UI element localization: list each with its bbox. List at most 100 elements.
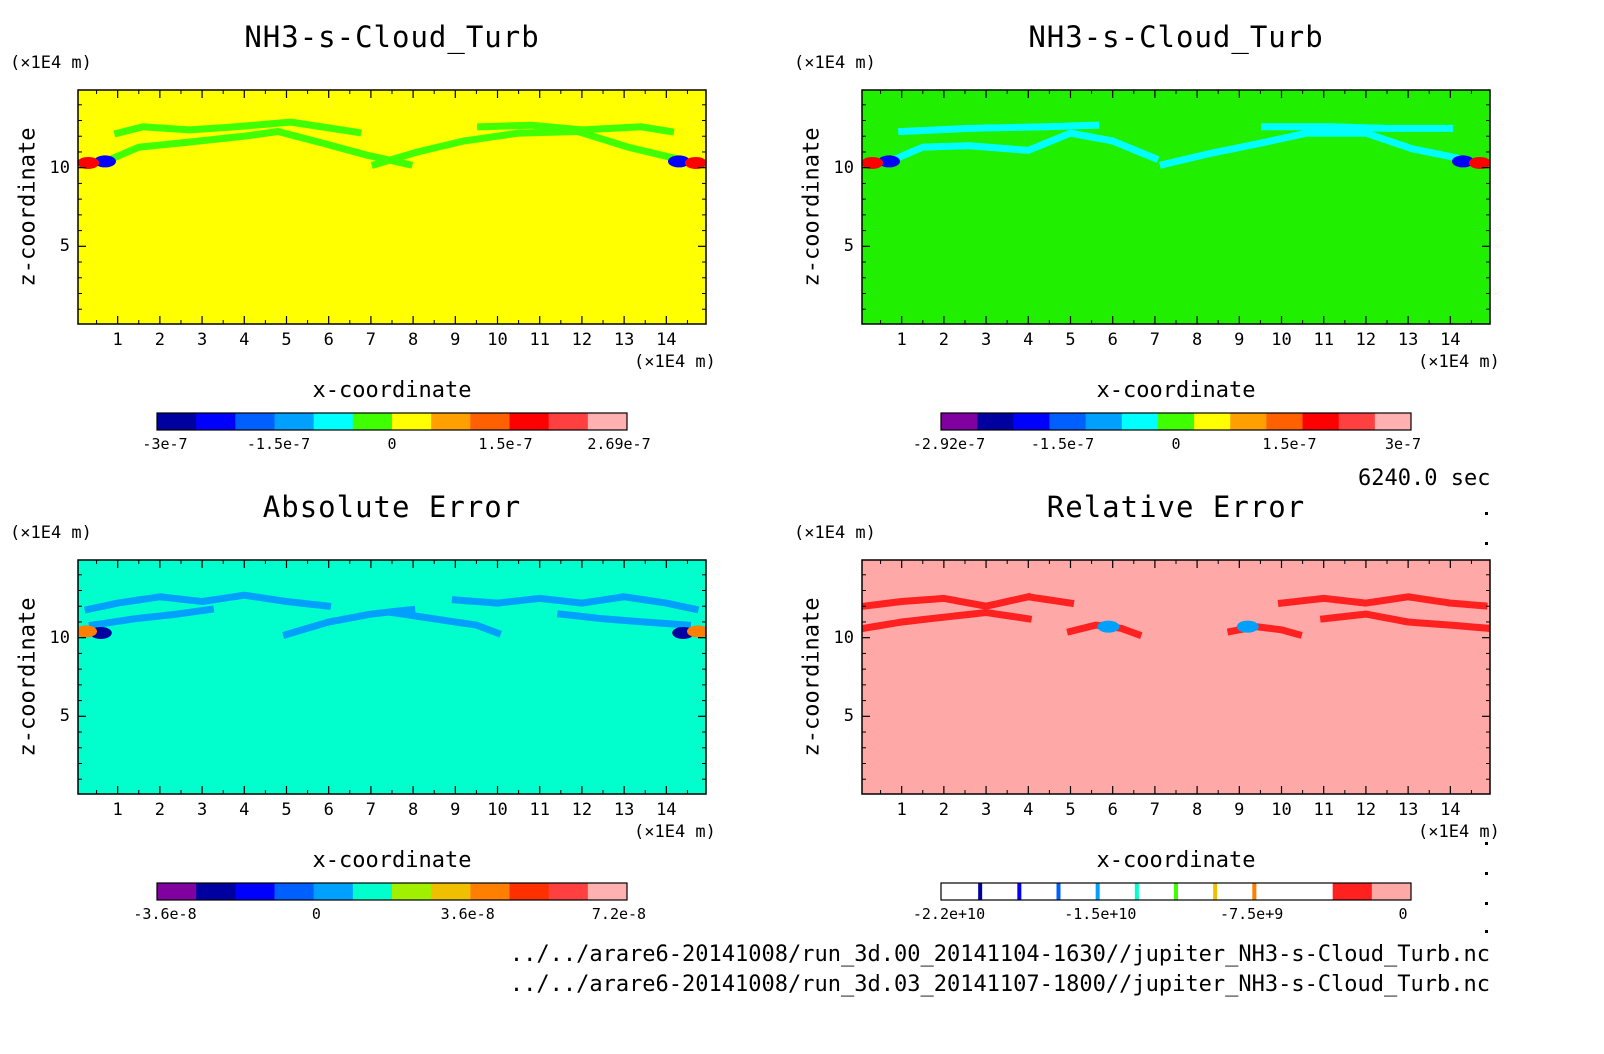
- colorbar-segment: [470, 413, 510, 430]
- x-tick-label: 6: [323, 330, 334, 350]
- colorbar-tick-label: 0: [387, 435, 397, 453]
- colorbar-tick-label: -1.5e-7: [1030, 435, 1095, 453]
- contour-band: [83, 591, 333, 614]
- colorbar-segment: [548, 413, 589, 430]
- margin-dot: [1485, 872, 1488, 875]
- y-tick-label: 5: [843, 706, 854, 727]
- colorbar-segment: [196, 413, 236, 430]
- colorbar-tick-label: -1.5e-7: [246, 435, 311, 453]
- colorbar-segment: [509, 413, 550, 430]
- heatmap-features: [78, 118, 706, 169]
- x-axis-label: x-coordinate: [312, 848, 472, 873]
- contour-band: [556, 610, 692, 629]
- x-tick-label: 13: [1397, 330, 1419, 350]
- time-label: 6240.0 sec: [1358, 466, 1491, 491]
- colorbar-segment: [235, 413, 275, 430]
- x-tick-label: 9: [1234, 800, 1245, 820]
- colorbar-segment: [431, 413, 471, 430]
- contour-band: [451, 593, 701, 614]
- x-tick-label: 7: [365, 800, 377, 820]
- colorbar-segment: [1013, 413, 1050, 430]
- x-tick-label: 12: [1355, 800, 1377, 820]
- contour-band: [888, 129, 1160, 165]
- x-tick-label: 6: [323, 800, 334, 820]
- colorbar-segment: [1293, 883, 1334, 900]
- colorbar-tick-label: -2.2e+10: [912, 905, 986, 923]
- x-tick-label: 9: [1234, 330, 1245, 350]
- contour-blob: [667, 155, 690, 168]
- colorbar-segment: [1371, 883, 1412, 900]
- x-tick-label: 8: [407, 330, 419, 350]
- contour-blob: [1468, 156, 1490, 169]
- contour-blob: [1236, 620, 1259, 633]
- y-tick-label: 10: [49, 627, 70, 648]
- y-axis-unit: (×1E4 m): [10, 523, 92, 543]
- x-tick-label: 9: [450, 800, 461, 820]
- x-tick-label: 8: [1191, 330, 1203, 350]
- x-tick-label: 13: [1397, 800, 1419, 820]
- colorbar-divider: [1134, 883, 1139, 900]
- colorbar-frame: [156, 412, 628, 431]
- colorbar-divider: [1056, 883, 1061, 900]
- colorbar-segment: [1338, 413, 1376, 430]
- colorbar-tick-label: -3.6e-8: [133, 905, 197, 923]
- contour-blob: [78, 156, 100, 169]
- colorbar-tick-label: 7.2e-8: [591, 905, 647, 923]
- x-tick-label: 4: [239, 800, 250, 820]
- colorbar-tick-label: -1.5e+10: [1064, 905, 1137, 923]
- colorbar-segment: [274, 413, 315, 430]
- x-tick-label: 12: [571, 800, 593, 820]
- x-axis-unit: (×1E4 m): [1418, 822, 1500, 842]
- chart-title: NH3-s-Cloud_Turb: [244, 20, 540, 54]
- x-tick-label: 4: [239, 330, 250, 350]
- x-tick-label: 13: [613, 800, 635, 820]
- contour-band: [113, 118, 367, 138]
- contour-band: [388, 608, 503, 638]
- x-tick-label: 7: [365, 330, 377, 350]
- contour-band: [862, 609, 1033, 633]
- file-path-2: ../../arare6-20141008/run_3d.03_20141107…: [509, 972, 1490, 997]
- x-tick-label: 10: [1271, 800, 1292, 820]
- colorbar-segment: [1230, 413, 1267, 430]
- file-path-1: ../../arare6-20141008/run_3d.00_20141104…: [509, 942, 1490, 967]
- colorbar-segment: [977, 413, 1014, 430]
- x-tick-label: 14: [1440, 330, 1461, 350]
- colorbar-tick-label: 0: [1171, 435, 1181, 453]
- colorbar-segment: [352, 413, 393, 430]
- colorbar-segment: [1302, 413, 1340, 430]
- x-tick-label: 1: [112, 800, 123, 820]
- contour-blob: [686, 625, 706, 638]
- x-tick-label: 12: [1355, 330, 1377, 350]
- colorbar-segment: [157, 413, 197, 430]
- contour-band: [1277, 593, 1490, 610]
- x-tick-label: 5: [281, 330, 292, 350]
- contour-band: [862, 593, 1075, 610]
- contour-band: [370, 128, 680, 169]
- heatmap-features: [862, 121, 1490, 169]
- heatmap-features: [862, 593, 1490, 639]
- contour-blob: [78, 625, 98, 638]
- colorbar-segment: [587, 413, 628, 430]
- x-tick-label: 3: [980, 330, 992, 350]
- colorbar-tick-label: -7.5e+9: [1220, 905, 1284, 923]
- y-tick-label: 10: [49, 157, 70, 178]
- x-axis-label: x-coordinate: [1096, 378, 1256, 403]
- heatmap-svg: [77, 89, 707, 431]
- colorbar-tick-label: 0: [311, 905, 321, 923]
- x-axis-label: x-coordinate: [1096, 848, 1256, 873]
- colorbar-segment: [392, 883, 432, 900]
- colorbar-segment: [1097, 883, 1138, 900]
- contour-blob: [1451, 155, 1474, 168]
- heatmap-features: [78, 591, 706, 639]
- x-tick-label: 2: [938, 800, 949, 820]
- chart-panel-top-left: NH3-s-Cloud_Turb (×1E4 m) z-coordinate (×1E…: [0, 0, 780, 470]
- colorbar-segment: [548, 883, 589, 900]
- chart-panel-bottom-right: Relative Error (×1E4 m) z-coordinate (×1E4 …: [784, 470, 1564, 940]
- x-tick-label: 14: [1440, 800, 1461, 820]
- colorbar-segment: [1058, 883, 1099, 900]
- margin-dot: [1485, 842, 1488, 845]
- colorbar-tick-label: 1.5e-7: [478, 435, 533, 453]
- x-tick-label: 5: [1065, 800, 1076, 820]
- x-tick-label: 4: [1023, 800, 1034, 820]
- colorbar-tick-label: -2.92e-7: [912, 435, 986, 453]
